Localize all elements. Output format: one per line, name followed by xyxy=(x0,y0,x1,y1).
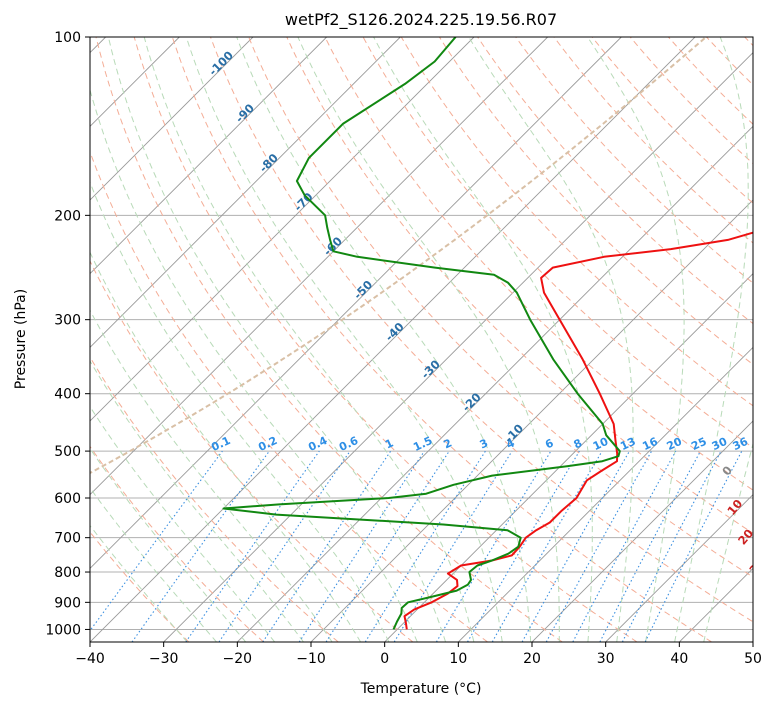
x-tick-label: 50 xyxy=(744,651,762,667)
chart-title: wetPf2_S126.2024.225.19.56.R07 xyxy=(285,10,557,30)
x-tick-label: 20 xyxy=(523,651,541,667)
y-tick-label: 300 xyxy=(54,313,81,329)
y-tick-label: 1000 xyxy=(45,622,81,638)
x-tick-label: 0 xyxy=(380,651,389,667)
x-axis-label: Temperature (°C) xyxy=(360,681,482,697)
y-tick-label: 700 xyxy=(54,531,81,547)
x-tick-label: 10 xyxy=(449,651,467,667)
y-tick-label: 200 xyxy=(54,208,81,224)
y-tick-label: 500 xyxy=(54,444,81,460)
x-tick-label: −40 xyxy=(75,651,105,667)
y-tick-label: 600 xyxy=(54,491,81,507)
x-tick-label: −20 xyxy=(223,651,253,667)
y-tick-label: 900 xyxy=(54,595,81,611)
y-tick-label: 800 xyxy=(54,565,81,581)
x-tick-label: −10 xyxy=(296,651,326,667)
y-axis-label: Pressure (hPa) xyxy=(13,289,29,389)
y-tick-label: 400 xyxy=(54,387,81,403)
y-tick-label: 100 xyxy=(54,30,81,46)
x-tick-label: 30 xyxy=(597,651,615,667)
x-tick-label: −30 xyxy=(149,651,179,667)
x-tick-label: 40 xyxy=(670,651,688,667)
